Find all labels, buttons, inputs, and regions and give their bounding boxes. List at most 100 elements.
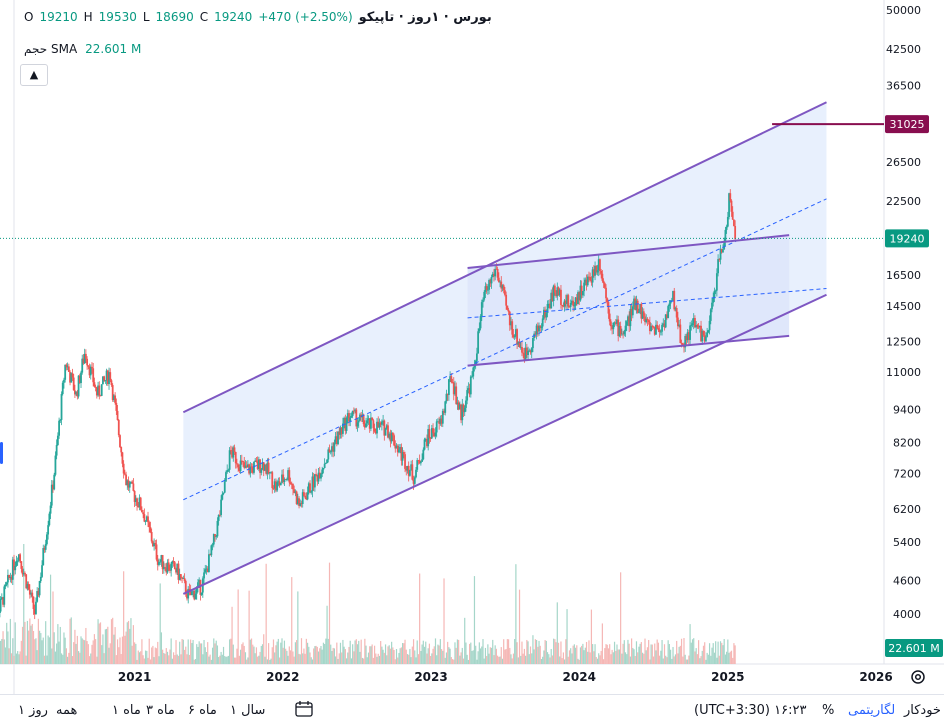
volume-bar [127,622,128,664]
candle-body [465,401,467,408]
volume-bar [26,656,27,664]
volume-legend: حجم SMA 22.601 M [24,42,141,56]
candle-body [195,594,197,600]
range-1d[interactable]: ۱ روز [18,703,48,718]
volume-bar [492,640,493,664]
candle-body [723,242,725,249]
log-toggle[interactable]: لگاریتمی [848,703,895,718]
volume-bar [724,639,725,664]
volume-bar [205,647,206,664]
volume-bar [283,648,284,664]
candle-body [398,450,400,453]
candle-body [712,298,714,303]
volume-bar [659,656,660,664]
volume-bar [314,646,315,664]
volume-bar [716,658,717,664]
volume-bar [121,654,122,664]
volume-bar [65,638,66,664]
range-3m[interactable]: ۳ ماه [146,703,175,718]
candle-body [424,439,426,449]
candle-body [393,435,395,445]
volume-bar [376,657,377,664]
price-tick-label: 12500 [886,336,921,349]
volume-bar [364,639,365,664]
volume-bar [10,619,11,664]
candle-body [6,582,8,584]
volume-bar [278,639,279,664]
range-1m[interactable]: ۱ ماه [112,703,141,718]
candle-body [286,479,288,480]
volume-bar [262,644,263,664]
volume-bar [266,564,267,664]
volume-bar [661,640,662,664]
percent-toggle[interactable]: % [822,703,834,718]
volume-bar [581,646,582,664]
volume-bar [689,624,690,664]
symbol-title[interactable]: بورس · ۱روز · تاپیکو [359,10,492,25]
auto-toggle[interactable]: خودکار [904,703,941,718]
time-tick-label: 2026 [859,670,892,684]
volume-bar [353,651,354,664]
volume-bar [284,641,285,664]
volume-bar [612,650,613,664]
candle-body [703,331,705,335]
drawing-toolbar-handle[interactable] [0,442,3,464]
range-1y[interactable]: سال ۱ [230,703,265,718]
volume-bar [691,643,692,664]
volume-bar [592,644,593,664]
volume-bar [460,652,461,664]
volume-bar [240,650,241,664]
candle-body [19,554,21,561]
volume-bar [569,650,570,664]
volume-bar [576,645,577,664]
candle-body [625,326,627,332]
volume-bar [312,659,313,664]
volume-bar [202,654,203,664]
volume-bar [445,658,446,664]
volume-bar [273,639,274,664]
volume-bar [182,639,183,664]
volume-bar [199,641,200,664]
volume-bar [235,658,236,664]
time-zone[interactable]: (UTC+3:30) ۱۶:۲۳ [694,703,806,718]
candle-body [506,306,508,310]
range-6m[interactable]: ۶ ماه [188,703,217,718]
volume-bar [596,657,597,664]
volume-bar [39,631,40,664]
volume-bar [49,637,50,664]
date-range-calendar-icon[interactable] [294,700,314,718]
candle-body [158,562,160,565]
chart-canvas[interactable]: 5000042500365003050026500225001650014500… [0,0,944,694]
candle-body [648,320,650,322]
candle-body [41,565,43,577]
volume-bar [292,651,293,664]
volume-bar [306,639,307,664]
volume-bar [330,645,331,664]
volume-bar [133,625,134,664]
range-5d[interactable]: همه [56,703,77,718]
volume-bar [267,659,268,664]
volume-bar [155,648,156,664]
candle-body [660,332,662,333]
volume-bar [21,641,22,664]
volume-bar [175,640,176,664]
volume-bar [426,654,427,664]
collapse-legend-button[interactable]: ▲ [20,64,48,86]
volume-bar [518,657,519,664]
volume-bar [602,623,603,664]
candle-body [371,418,373,421]
price-tick-label: 4000 [893,608,921,621]
candle-body [442,411,444,424]
volume-bar [393,650,394,664]
volume-bar [408,655,409,664]
volume-bar [201,643,202,664]
candle-body [168,562,170,570]
candle-body [715,291,717,292]
settings-gear-icon[interactable] [909,668,927,686]
volume-sma-label[interactable]: حجم SMA [24,42,77,56]
volume-bar [725,655,726,664]
volume-bar [707,653,708,664]
candle-body [48,514,50,526]
time-tick-label: 2023 [414,670,447,684]
